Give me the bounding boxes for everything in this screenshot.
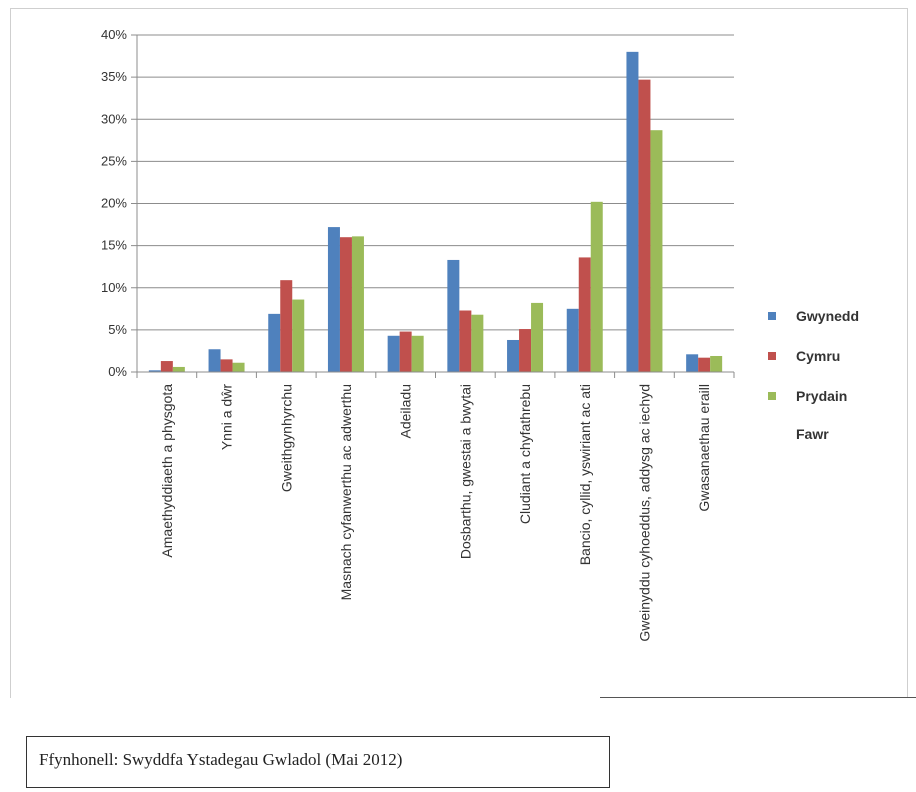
category-label: Cludiant a chyfathrebu [517,384,533,524]
bar [710,355,723,372]
bar [208,349,221,372]
source-text: Ffynhonell: Swyddfa Ystadegau Gwladol (M… [39,750,403,769]
bar [590,201,603,372]
frame-bottom-rule [600,697,916,698]
y-tick-label: 40% [101,27,127,42]
y-tick-label: 0% [108,364,127,379]
x-axis [136,35,735,378]
legend-swatch [768,392,776,400]
bar [650,130,663,372]
y-tick-label: 35% [101,69,127,84]
legend-label: Cymru [796,348,840,364]
y-tick-label: 25% [101,153,127,168]
bar [268,313,281,372]
bar [459,310,472,372]
bar [220,359,233,372]
bar [387,335,400,372]
y-axis: 0% 5% 10% 15% 20% 25% 30% 35% 40% [101,27,137,379]
bar [531,302,544,372]
legend-label: Gwynedd [796,308,859,324]
bar [232,362,245,372]
category-label: Bancio, cyllid, yswiriant ac ati [577,384,593,565]
y-tick-label: 15% [101,238,127,253]
bar [578,257,591,372]
bar [411,335,424,372]
bar [507,339,520,372]
category-label: Dosbarthu, gwestai a bwytai [457,384,473,559]
bar [280,280,293,372]
bar [519,329,532,372]
legend-label: Fawr [796,426,829,442]
bar [471,314,484,372]
bar [626,51,639,372]
bar [686,354,699,372]
legend-swatch [768,352,776,360]
y-tick-label: 5% [108,322,127,337]
category-label: Masnach cyfanwerthu ac adwerthu [338,384,354,600]
legend: Gwynedd Cymru Prydain Fawr [768,308,859,442]
legend-label: Prydain [796,388,847,404]
chart-frame [10,8,908,698]
bar [698,357,711,372]
bar [339,237,352,372]
source-box: Ffynhonell: Swyddfa Ystadegau Gwladol (M… [26,736,610,788]
y-tick-label: 30% [101,111,127,126]
bar [399,331,412,372]
category-label: Amaethyddiaeth a physgota [159,384,175,558]
y-tick-label: 20% [101,196,127,211]
category-label: Gweithgynhyrchu [278,384,294,492]
bar [148,370,161,372]
category-label: Ynni a dŵr [219,384,235,450]
bar [638,79,651,372]
bars [148,51,723,372]
bar [327,227,340,372]
y-tick-label: 10% [101,280,127,295]
bar [160,361,173,372]
bar [351,236,364,372]
bar [292,299,305,372]
bar [566,308,579,372]
category-label: Adeiladu [398,384,414,439]
category-label: Gweinyddu cyhoeddus, addysg ac iechyd [636,384,652,642]
bar [447,259,460,372]
category-label: Gwasanaethau eraill [696,384,712,512]
bar [172,366,185,372]
category-labels: Amaethyddiaeth a physgota Ynni a dŵr Gweit… [159,384,712,642]
legend-swatch [768,312,776,320]
